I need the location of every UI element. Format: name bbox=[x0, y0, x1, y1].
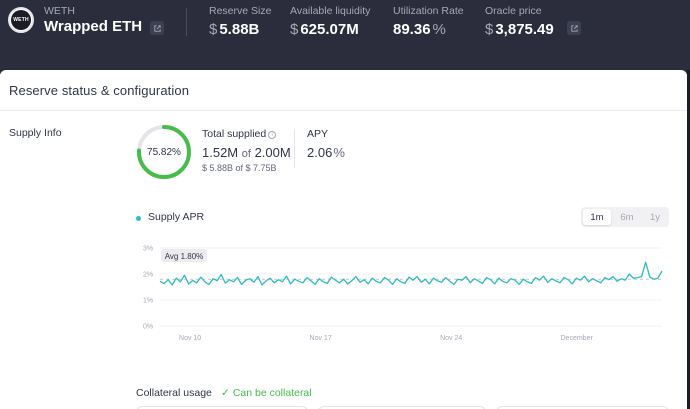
supply-apr-chart: 0% 1% 2% 3% Nov 10 Nov 17 Nov 24 December Avg 1.… bbox=[143, 246, 663, 342]
stat-label: Oracle price bbox=[485, 5, 542, 17]
header-divider bbox=[186, 8, 187, 36]
supply-info-label: Supply Info bbox=[9, 127, 62, 139]
stat-label: Utilization Rate bbox=[393, 5, 464, 17]
y-tick-label: 2% bbox=[143, 272, 153, 279]
stat-value: 5.88B bbox=[219, 21, 260, 38]
total-supplied-usd: $ 5.88B of $ 7.75B bbox=[202, 163, 277, 173]
total-supplied-value: 1.52M of 2.00M bbox=[202, 145, 291, 160]
currency-symbol: $ bbox=[485, 21, 494, 38]
currency-symbol: $ bbox=[209, 21, 218, 38]
weth-logo: WETH bbox=[8, 7, 34, 33]
percent-symbol: % bbox=[432, 21, 446, 38]
token-external-link-icon[interactable] bbox=[150, 21, 164, 35]
card-divider bbox=[0, 110, 687, 111]
supply-apr-line bbox=[159, 261, 663, 286]
reserve-size-stat: Reserve Size $5.88B bbox=[209, 5, 271, 38]
token-name: Wrapped ETH bbox=[44, 18, 143, 35]
x-tick-label: Nov 10 bbox=[179, 335, 201, 342]
x-tick-label: Nov 17 bbox=[310, 335, 332, 342]
info-icon[interactable]: i bbox=[268, 131, 277, 139]
reserve-header: WETH WETH Wrapped ETH Reserve Size $5.88… bbox=[0, 0, 690, 74]
average-badge-label: Avg 1.80% bbox=[165, 252, 204, 261]
chart-legend-label: Supply APR bbox=[148, 211, 205, 223]
x-tick-label: December bbox=[561, 335, 594, 342]
oracle-external-link-button[interactable] bbox=[567, 21, 581, 35]
collateral-status: ✓ Can be collateral bbox=[221, 387, 312, 399]
legend-dot bbox=[136, 216, 141, 221]
average-badge bbox=[161, 249, 207, 262]
apy-value: 2.06% bbox=[307, 145, 345, 160]
y-tick-label: 0% bbox=[143, 324, 153, 331]
available-liquidity-stat: Available liquidity $625.07M bbox=[290, 5, 370, 38]
stat-value: 625.07M bbox=[300, 21, 359, 38]
oracle-price-stat: Oracle price $3,875.49 bbox=[485, 5, 554, 38]
currency-symbol: $ bbox=[290, 21, 299, 38]
collateral-usage-label: Collateral usage bbox=[136, 387, 212, 399]
external-link-icon bbox=[570, 24, 578, 32]
y-tick-label: 1% bbox=[143, 298, 153, 305]
stat-label: Reserve Size bbox=[209, 5, 272, 17]
check-icon: ✓ bbox=[221, 387, 230, 399]
range-1m-button[interactable]: 1m bbox=[583, 209, 611, 225]
time-range-selector: 1m 6m 1y bbox=[581, 207, 669, 227]
card-title: Reserve status & configuration bbox=[9, 83, 190, 98]
supply-cap-percent: 75.82% bbox=[147, 146, 181, 158]
y-tick-label: 3% bbox=[143, 246, 153, 253]
total-supplied-label: Total supplied i bbox=[202, 128, 277, 140]
external-link-icon bbox=[153, 24, 161, 32]
stat-label: Available liquidity bbox=[290, 5, 371, 17]
supply-cap-ring bbox=[137, 125, 191, 179]
range-6m-button[interactable]: 6m bbox=[620, 211, 634, 223]
reserve-status-card: Reserve status & configuration Supply In… bbox=[0, 70, 687, 409]
stat-value: 89.36 bbox=[393, 21, 431, 38]
utilization-rate-stat: Utilization Rate 89.36% bbox=[393, 5, 464, 38]
apy-label: APY bbox=[307, 128, 329, 140]
range-1y-button[interactable]: 1y bbox=[649, 211, 661, 223]
stat-value: 3,875.49 bbox=[495, 21, 554, 38]
token-symbol: WETH bbox=[44, 5, 75, 17]
weth-logo-text: WETH bbox=[11, 10, 31, 30]
x-tick-label: Nov 24 bbox=[440, 335, 462, 342]
page-edge bbox=[687, 70, 690, 409]
supply-divider bbox=[294, 130, 295, 168]
